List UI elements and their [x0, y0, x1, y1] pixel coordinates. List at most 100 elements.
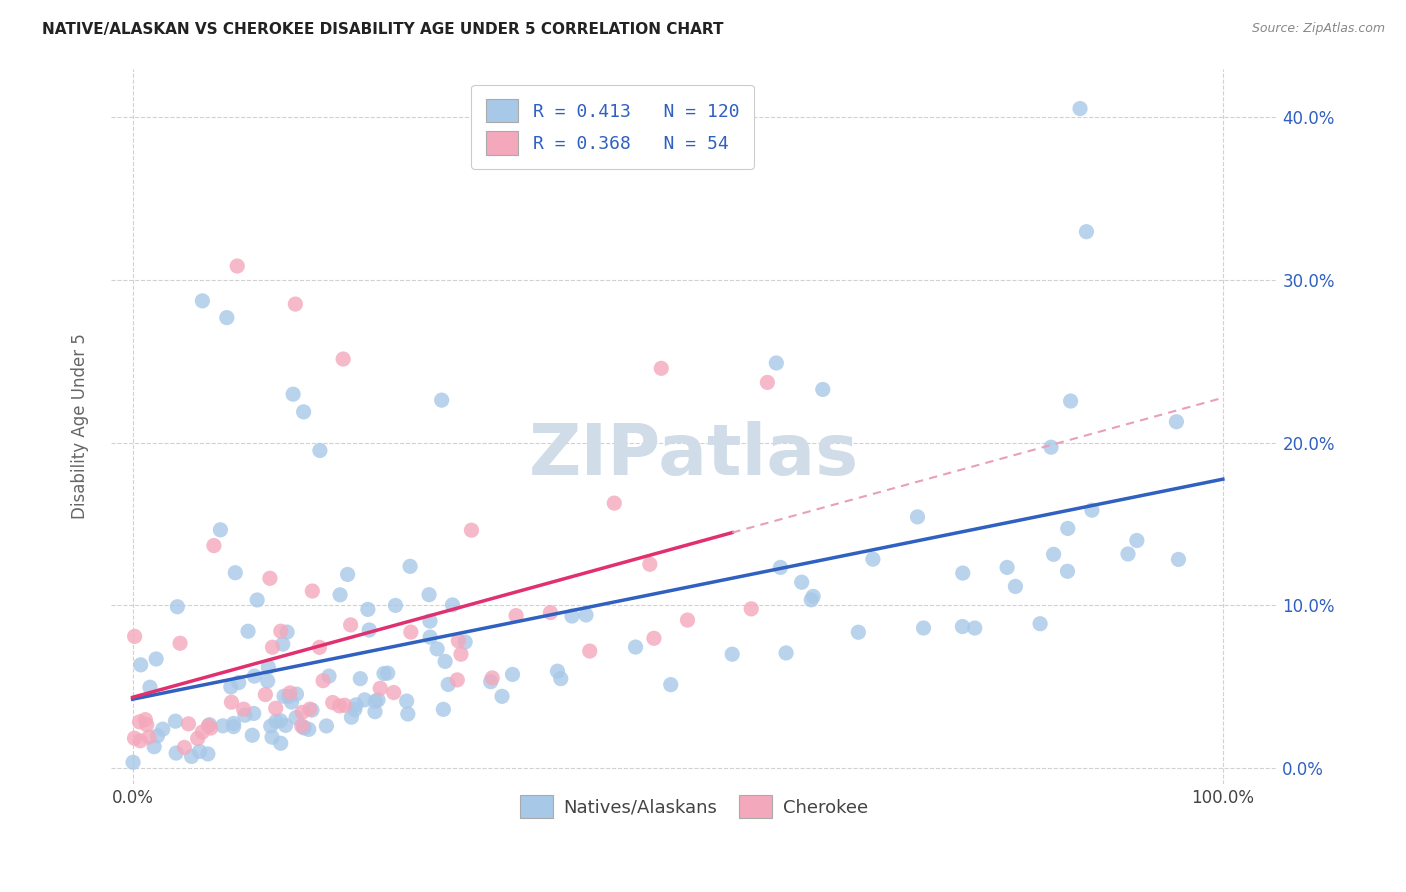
Point: [419, 630, 441, 644]
Point: [308, 640, 330, 655]
Point: [276, 625, 298, 640]
Point: [232, 702, 254, 716]
Point: [197, 747, 219, 761]
Point: [432, 702, 454, 716]
Point: [209, 523, 232, 537]
Point: [332, 351, 354, 366]
Point: [222, 720, 245, 734]
Point: [212, 719, 235, 733]
Point: [963, 621, 986, 635]
Point: [676, 613, 699, 627]
Point: [298, 702, 321, 716]
Point: [139, 680, 162, 694]
Point: [907, 509, 929, 524]
Point: [377, 666, 399, 681]
Point: [659, 678, 682, 692]
Point: [1029, 616, 1052, 631]
Point: [359, 623, 381, 637]
Point: [315, 719, 337, 733]
Point: [274, 718, 297, 732]
Point: [280, 695, 302, 709]
Point: [603, 496, 626, 510]
Point: [333, 698, 356, 713]
Point: [219, 680, 242, 694]
Point: [197, 719, 219, 733]
Point: [1059, 394, 1081, 409]
Point: [353, 693, 375, 707]
Point: [395, 694, 418, 708]
Point: [769, 560, 792, 574]
Point: [561, 609, 583, 624]
Point: [546, 664, 568, 678]
Point: [270, 624, 292, 639]
Legend: Natives/Alaskans, Cherokee: Natives/Alaskans, Cherokee: [513, 788, 875, 825]
Point: [122, 756, 145, 770]
Point: [329, 588, 352, 602]
Point: [146, 729, 169, 743]
Point: [1042, 547, 1064, 561]
Point: [256, 673, 278, 688]
Point: [419, 614, 441, 628]
Point: [292, 720, 315, 734]
Point: [995, 560, 1018, 574]
Point: [180, 749, 202, 764]
Point: [643, 632, 665, 646]
Point: [1056, 521, 1078, 535]
Point: [1004, 579, 1026, 593]
Point: [278, 686, 301, 700]
Point: [441, 598, 464, 612]
Point: [756, 376, 779, 390]
Point: [264, 714, 287, 729]
Point: [862, 552, 884, 566]
Point: [638, 558, 661, 572]
Point: [364, 705, 387, 719]
Point: [285, 710, 308, 724]
Point: [215, 310, 238, 325]
Point: [721, 647, 744, 661]
Point: [191, 725, 214, 739]
Point: [952, 619, 974, 633]
Point: [166, 599, 188, 614]
Point: [437, 677, 460, 691]
Point: [291, 706, 314, 720]
Point: [373, 666, 395, 681]
Point: [242, 706, 264, 721]
Point: [430, 393, 453, 408]
Point: [460, 523, 482, 537]
Point: [1081, 503, 1104, 517]
Point: [271, 637, 294, 651]
Point: [124, 629, 146, 643]
Point: [446, 673, 468, 687]
Point: [129, 657, 152, 672]
Point: [240, 728, 263, 742]
Point: [384, 599, 406, 613]
Point: [765, 356, 787, 370]
Point: [284, 297, 307, 311]
Point: [124, 731, 146, 746]
Point: [138, 730, 160, 744]
Point: [264, 701, 287, 715]
Point: [187, 731, 209, 746]
Point: [173, 740, 195, 755]
Point: [152, 722, 174, 736]
Point: [447, 633, 470, 648]
Point: [811, 383, 834, 397]
Point: [336, 567, 359, 582]
Point: [800, 592, 823, 607]
Point: [343, 702, 366, 716]
Point: [221, 695, 243, 709]
Point: [650, 361, 672, 376]
Point: [367, 693, 389, 707]
Point: [200, 721, 222, 735]
Point: [505, 608, 527, 623]
Point: [382, 685, 405, 699]
Point: [399, 559, 422, 574]
Point: [259, 571, 281, 585]
Point: [322, 696, 344, 710]
Point: [339, 618, 361, 632]
Point: [260, 719, 283, 733]
Point: [257, 660, 280, 674]
Point: [145, 652, 167, 666]
Point: [309, 443, 332, 458]
Point: [396, 706, 419, 721]
